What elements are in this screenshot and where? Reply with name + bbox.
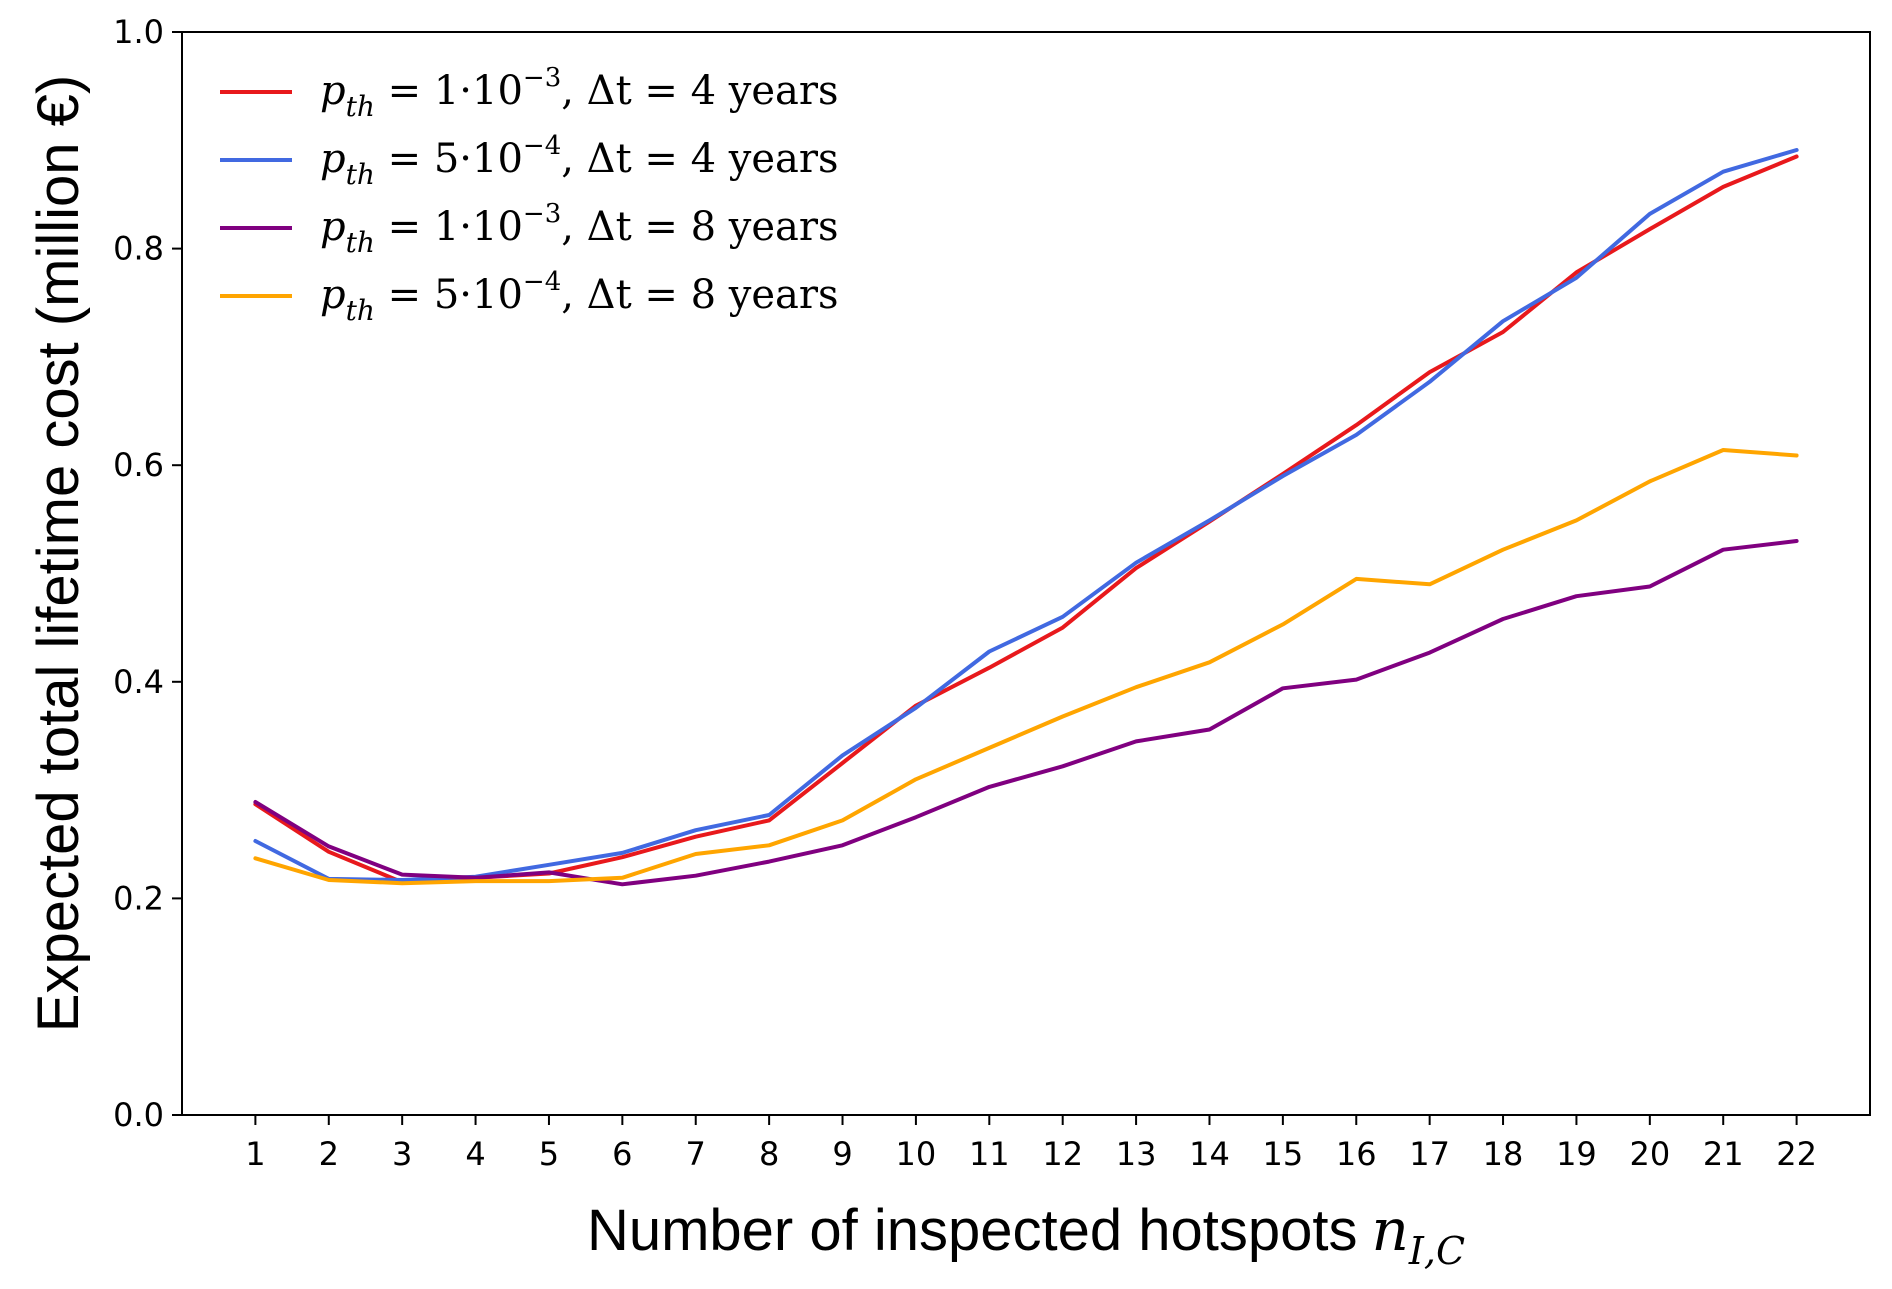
- x-axis-title: Number of inspected hotspots nI,C: [587, 1196, 1465, 1273]
- x-tick-label: 13: [1116, 1135, 1157, 1173]
- x-tick-label: 5: [539, 1135, 559, 1173]
- legend-label-2: pth = 5·10−4, Δt = 4 years: [320, 131, 839, 191]
- y-tick-label: 0.0: [113, 1096, 164, 1134]
- x-axis-title-subscript: I,C: [1408, 1229, 1465, 1273]
- x-axis-title-symbol: n: [1372, 1196, 1409, 1264]
- x-tick-label: 18: [1483, 1135, 1524, 1173]
- series-line-1: [253, 154, 1799, 885]
- x-tick-label: 6: [612, 1135, 632, 1173]
- series-line-3: [253, 539, 1799, 887]
- x-axis: 1 2 3 4 5 6 7 8 9 10 11 12 13 14 15 16 17 18 19 20 21 22: [245, 1115, 1817, 1173]
- y-axis-title: Expected total lifetime cost (million €): [26, 75, 91, 1032]
- y-axis: 0.0 0.2 0.4 0.6 0.8 1.0: [113, 13, 182, 1134]
- x-tick-label: 8: [759, 1135, 779, 1173]
- y-tick-label: 0.2: [113, 879, 164, 917]
- x-tick-label: 12: [1042, 1135, 1083, 1173]
- plot-frame: [181, 31, 1871, 1116]
- x-tick-label: 3: [392, 1135, 412, 1173]
- x-tick-label: 14: [1189, 1135, 1230, 1173]
- y-tick-label: 0.4: [113, 663, 164, 701]
- x-tick-label: 16: [1336, 1135, 1377, 1173]
- x-tick-label: 22: [1776, 1135, 1817, 1173]
- y-tick-label: 1.0: [113, 13, 164, 51]
- x-tick-label: 15: [1263, 1135, 1304, 1173]
- x-tick-label: 17: [1409, 1135, 1450, 1173]
- legend-label-4: pth = 5·10−4, Δt = 8 years: [320, 267, 839, 327]
- legend-label-3: pth = 1·10−3, Δt = 8 years: [320, 199, 839, 259]
- x-axis-title-text: Number of inspected hotspots: [587, 1198, 1358, 1263]
- x-tick-label: 2: [319, 1135, 339, 1173]
- legend-label-1: pth = 1·10−3, Δt = 4 years: [320, 63, 839, 123]
- y-tick-label: 0.6: [113, 446, 164, 484]
- x-tick-label: 11: [969, 1135, 1010, 1173]
- x-tick-label: 1: [245, 1135, 265, 1173]
- x-tick-label: 21: [1703, 1135, 1744, 1173]
- legend: pth = 1·10−3, Δt = 4 years pth = 5·10−4, …: [220, 63, 839, 327]
- x-tick-label: 7: [686, 1135, 706, 1173]
- x-tick-label: 4: [465, 1135, 485, 1173]
- series-line-2: [253, 148, 1799, 882]
- x-tick-label: 9: [832, 1135, 852, 1173]
- series-layer: [253, 148, 1799, 887]
- x-tick-label: 10: [896, 1135, 937, 1173]
- y-tick-label: 0.8: [113, 230, 164, 268]
- x-tick-label: 19: [1556, 1135, 1597, 1173]
- x-tick-label: 20: [1629, 1135, 1670, 1173]
- series-line-4: [253, 448, 1799, 886]
